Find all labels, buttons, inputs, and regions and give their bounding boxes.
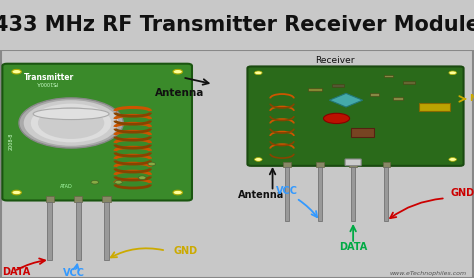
Text: 2008-8: 2008-8 [9,133,13,150]
Text: ATAD: ATAD [60,184,73,189]
Circle shape [449,71,456,75]
Bar [318,167,322,221]
Text: www.eTechnophiles.com: www.eTechnophiles.com [390,271,467,276]
Text: FS1000A: FS1000A [36,80,57,85]
FancyBboxPatch shape [2,64,192,200]
Circle shape [138,176,146,180]
Bar [393,98,403,100]
Text: Antenna: Antenna [155,88,205,98]
Circle shape [38,107,104,139]
Ellipse shape [33,108,109,120]
Text: DATA: DATA [339,242,367,252]
Bar [104,202,109,260]
Text: Node: Node [469,95,474,103]
Bar [419,103,450,111]
Circle shape [449,158,456,161]
Circle shape [173,190,182,195]
Bar [384,167,389,221]
Bar [46,196,54,202]
Bar [370,93,379,96]
Bar [351,167,356,221]
Bar [74,196,82,202]
Text: GND: GND [173,246,197,256]
Ellipse shape [323,113,350,123]
Text: VCC: VCC [276,186,298,196]
Circle shape [12,70,21,74]
Circle shape [115,180,122,184]
Polygon shape [329,93,363,107]
Circle shape [255,71,262,75]
Bar [284,167,289,221]
Bar [316,162,324,167]
Bar [351,128,374,137]
Text: Antenna: Antenna [237,190,284,200]
Text: DATA: DATA [2,267,31,277]
FancyBboxPatch shape [247,66,464,166]
Text: Transmitter: Transmitter [24,73,74,82]
Text: GND: GND [450,188,474,198]
Bar [383,162,390,167]
Bar [308,88,322,91]
Bar [384,75,393,77]
Bar [47,202,52,260]
Text: 433 MHz RF Transmitter Receiver Module: 433 MHz RF Transmitter Receiver Module [0,15,474,35]
Circle shape [255,158,262,161]
Bar [332,84,344,86]
Circle shape [12,190,21,195]
Circle shape [173,70,182,74]
Text: Receiver: Receiver [315,56,355,65]
Bar [403,81,415,84]
Circle shape [31,104,111,142]
Circle shape [19,98,123,148]
Circle shape [91,180,99,184]
Bar [102,196,111,202]
Circle shape [148,162,155,166]
Text: VCC: VCC [63,268,84,278]
Bar [349,162,357,167]
Circle shape [24,100,119,146]
Bar [283,162,291,167]
Bar [76,202,81,260]
FancyBboxPatch shape [345,159,361,166]
